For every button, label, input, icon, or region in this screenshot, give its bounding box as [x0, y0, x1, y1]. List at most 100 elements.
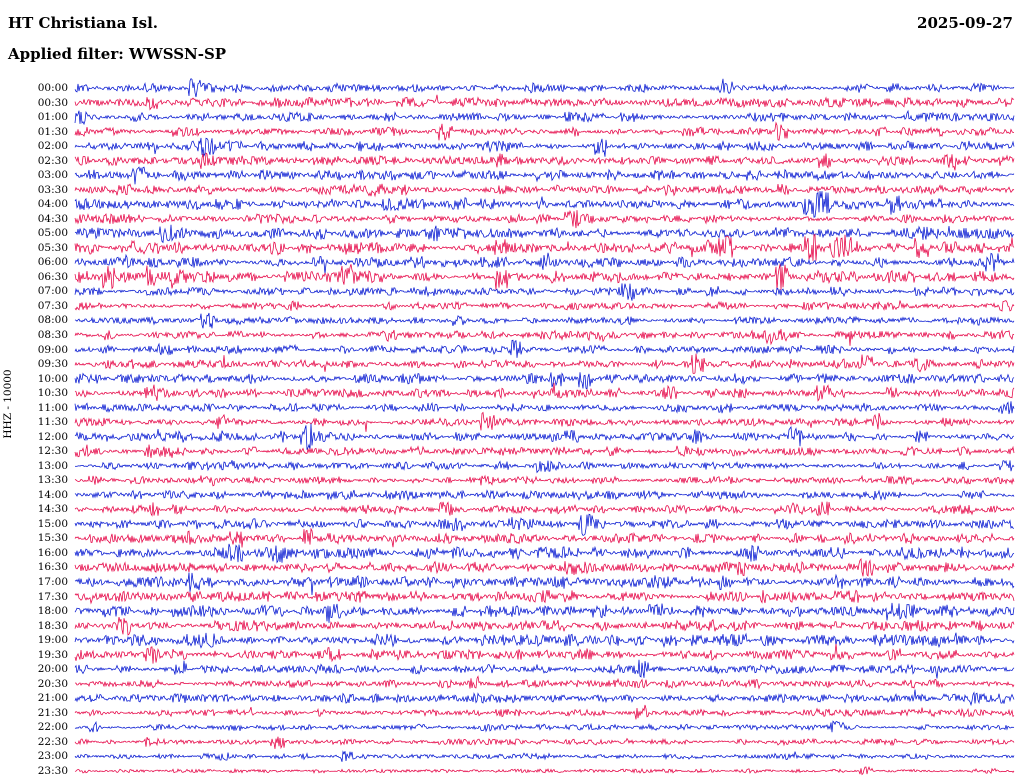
trace-time-label: 21:00: [37, 692, 68, 705]
seismogram-trace-2300: [74, 750, 1015, 762]
trace-time-label: 11:00: [37, 401, 68, 414]
trace-time-label: 03:00: [37, 169, 68, 182]
trace-time-label: 22:00: [37, 721, 68, 734]
trace-time-label: 17:00: [37, 576, 68, 589]
seismogram-trace-1100: [74, 401, 1015, 415]
seismogram-trace-2000: [74, 659, 1015, 679]
seismogram-trace-0900: [74, 339, 1015, 358]
seismogram-trace-0300: [74, 166, 1015, 185]
trace-time-label: 20:00: [37, 663, 68, 676]
trace-time-label: 02:00: [37, 140, 68, 153]
seismogram-trace-1300: [74, 460, 1015, 474]
trace-time-label: 07:00: [37, 285, 68, 298]
seismogram-trace-0430: [74, 210, 1015, 229]
trace-time-label: 21:30: [37, 706, 68, 719]
trace-time-label: 08:30: [37, 329, 68, 341]
trace-time-label: 23:00: [37, 750, 68, 763]
seismogram-trace-2200: [74, 720, 1015, 733]
seismogram-trace-1230: [74, 444, 1015, 458]
trace-time-label: 10:00: [37, 372, 68, 385]
seismogram-trace-1130: [74, 411, 1015, 432]
seismogram-trace-0200: [74, 137, 1015, 158]
seismogram-trace-0030: [74, 94, 1015, 111]
trace-time-label: 04:00: [37, 198, 68, 211]
seismogram-trace-1330: [74, 474, 1015, 487]
trace-time-label: 17:30: [37, 590, 68, 603]
seismogram-trace-1500: [74, 513, 1015, 536]
seismogram-trace-1000: [74, 372, 1015, 390]
trace-time-label: 00:00: [37, 82, 68, 94]
seismogram-trace-0100: [74, 109, 1015, 126]
trace-time-label: 08:00: [37, 314, 68, 327]
seismogram-trace-0230: [74, 152, 1015, 171]
trace-time-label: 05:30: [37, 241, 68, 254]
trace-time-label: 15:00: [37, 517, 68, 530]
trace-time-label: 01:00: [37, 111, 68, 124]
station-title: HT Christiana Isl.: [8, 14, 159, 32]
trace-time-label: 16:30: [37, 561, 68, 574]
seismogram-trace-1800: [74, 602, 1015, 623]
applied-filter-label: Applied filter: WWSSN-SP: [8, 45, 227, 63]
trace-time-label: 19:30: [37, 648, 68, 661]
seismogram-trace-0500: [74, 224, 1015, 244]
record-date: 2025-09-27: [917, 14, 1013, 32]
trace-time-label: 12:00: [37, 430, 68, 443]
seismogram-trace-1430: [74, 501, 1015, 517]
trace-time-label: 09:00: [37, 343, 68, 356]
trace-time-label: 14:00: [37, 488, 68, 501]
seismogram-trace-2230: [74, 736, 1015, 750]
seismogram-trace-1730: [74, 589, 1015, 605]
seismogram-trace-0130: [74, 121, 1014, 141]
seismogram-trace-1530: [74, 527, 1015, 548]
trace-time-label: 06:30: [37, 270, 68, 283]
seismogram-trace-1830: [74, 617, 1015, 636]
seismogram-trace-1630: [74, 557, 1015, 577]
seismogram-trace-1400: [74, 489, 1015, 501]
seismogram-trace-0400: [74, 191, 1015, 218]
seismogram-trace-0600: [74, 252, 1015, 274]
trace-time-label: 06:00: [37, 256, 68, 269]
seismogram-trace-2130: [74, 704, 1015, 720]
seismogram-trace-1200: [74, 423, 1015, 450]
trace-time-label: 19:00: [37, 634, 68, 647]
trace-time-label: 01:30: [37, 125, 68, 138]
trace-time-label: 05:00: [37, 227, 68, 240]
seismogram-trace-1900: [74, 632, 1015, 649]
trace-time-label: 10:30: [37, 387, 68, 400]
seismogram-trace-0630: [74, 264, 1015, 290]
trace-time-label: 11:30: [37, 416, 68, 429]
trace-time-label: 22:30: [37, 735, 68, 748]
seismogram-trace-0330: [74, 183, 1015, 198]
trace-time-label: 13:00: [37, 459, 68, 472]
seismogram-trace-2330: [74, 766, 1015, 776]
seismogram-trace-0930: [74, 353, 1015, 374]
trace-time-label: 20:30: [37, 677, 68, 690]
seismogram-trace-1930: [74, 643, 1015, 664]
seismogram-trace-1600: [74, 543, 1015, 564]
trace-time-label: 03:30: [37, 183, 68, 196]
seismogram-trace-0800: [74, 312, 1015, 329]
trace-time-label: 13:30: [37, 474, 68, 487]
seismogram-trace-1700: [74, 572, 1015, 596]
trace-time-label: 09:30: [37, 358, 68, 371]
trace-time-label: 15:30: [37, 532, 68, 545]
trace-time-label: 12:30: [37, 445, 68, 458]
time-label-column: 00:00 00:30 01:00 01:30 02:00 02:30 03:00 03:30…: [0, 0, 70, 780]
seismogram-trace-0000: [74, 78, 1015, 98]
seismogram-trace-2100: [74, 689, 1015, 707]
seismogram-trace-0530: [74, 234, 1015, 261]
trace-time-label: 23:30: [37, 764, 68, 777]
seismogram-trace-1030: [74, 382, 1015, 402]
trace-time-label: 00:30: [37, 96, 68, 109]
trace-time-label: 14:30: [37, 503, 68, 516]
seismogram-trace-0730: [74, 300, 1015, 312]
trace-time-label: 18:30: [37, 619, 68, 632]
trace-time-label: 18:00: [37, 605, 68, 618]
trace-time-label: 07:30: [37, 299, 68, 312]
seismogram-trace-0830: [74, 328, 1015, 346]
trace-time-label: 04:30: [37, 212, 68, 225]
seismogram-trace-2030: [74, 675, 1015, 690]
trace-time-label: 16:00: [37, 546, 68, 559]
